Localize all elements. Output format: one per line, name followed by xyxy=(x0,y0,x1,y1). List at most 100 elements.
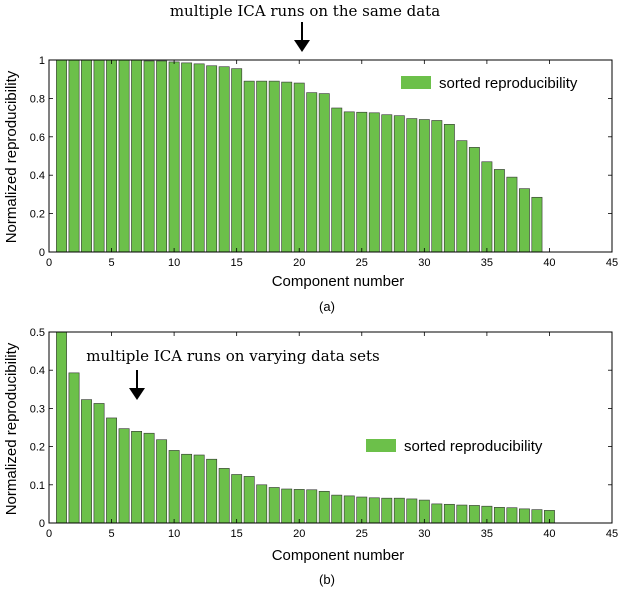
down-arrow-icon xyxy=(129,370,145,400)
chart-panel-b: 0 5 10 15 20 25 30 35 40 45 0 0.1 0.2 0.3 0.4 0.5 multi… xyxy=(3,327,618,587)
bar-b-26 xyxy=(368,497,380,524)
bar-b-15 xyxy=(231,474,243,524)
bar-b-16 xyxy=(243,476,255,524)
caption-b: (b) xyxy=(319,572,335,587)
bar-b-4 xyxy=(93,403,105,524)
bar-a-4 xyxy=(93,59,105,253)
x-tick-label-b-35: 35 xyxy=(481,528,493,540)
annotation-a: multiple ICA runs on the same data xyxy=(170,2,440,20)
annotation-b: multiple ICA runs on varying data sets xyxy=(86,347,379,365)
x-tick-label-b-5: 5 xyxy=(108,528,114,540)
bar-b-22 xyxy=(318,490,330,524)
x-tick-label-b-45: 45 xyxy=(606,528,618,540)
bar-b-33 xyxy=(456,504,468,524)
bar-a-26 xyxy=(368,112,380,253)
legend-label-b: sorted reproducibility xyxy=(404,438,543,455)
plot-frame-a xyxy=(48,59,613,253)
bar-b-28 xyxy=(393,497,405,524)
x-tick-label-b-40: 40 xyxy=(543,528,555,540)
x-tick-label-a-40: 40 xyxy=(543,257,555,269)
bar-b-21 xyxy=(306,489,318,524)
plot-frame-b xyxy=(48,331,613,524)
x-tick-label-a-35: 35 xyxy=(481,257,493,269)
legend-a: sorted reproducibility xyxy=(401,75,578,92)
ticks-b: 0 5 10 15 20 25 30 35 40 45 0 0.1 0.2 0.3 0.4 0.5 xyxy=(30,327,618,540)
bar-b-18 xyxy=(268,487,280,524)
y-tick-label-a-5: 1 xyxy=(39,55,45,67)
bar-b-27 xyxy=(381,497,393,524)
y-tick-label-b-5: 0.5 xyxy=(30,327,45,339)
y-tick-label-b-1: 0.1 xyxy=(30,480,45,492)
bar-a-18 xyxy=(268,80,280,253)
bar-a-22 xyxy=(318,93,330,253)
y-tick-label-a-3: 0.6 xyxy=(30,132,45,144)
y-tick-label-b-3: 0.3 xyxy=(30,403,45,415)
bar-b-3 xyxy=(81,399,92,524)
bar-b-31 xyxy=(431,503,443,524)
bar-a-13 xyxy=(206,65,218,253)
bar-a-38 xyxy=(518,188,530,253)
x-tick-label-a-0: 0 xyxy=(46,257,52,269)
bar-a-20 xyxy=(293,82,305,253)
bar-b-19 xyxy=(281,488,293,524)
bar-b-23 xyxy=(331,494,343,524)
bar-b-17 xyxy=(256,484,268,524)
bar-b-8 xyxy=(143,432,155,524)
bar-a-1 xyxy=(56,59,67,253)
bar-a-28 xyxy=(393,115,405,253)
bar-a-15 xyxy=(231,68,243,253)
x-tick-label-b-15: 15 xyxy=(231,528,243,540)
bar-a-36 xyxy=(493,169,505,253)
bar-b-12 xyxy=(193,454,205,524)
x-tick-label-a-20: 20 xyxy=(293,257,305,269)
y-tick-label-b-4: 0.4 xyxy=(30,365,45,377)
bar-a-24 xyxy=(343,111,355,253)
bar-a-8 xyxy=(143,60,155,253)
bar-a-33 xyxy=(456,140,468,253)
y-axis-label-b: Normalized reproducibility xyxy=(3,342,20,515)
x-tick-label-a-30: 30 xyxy=(418,257,430,269)
bar-b-13 xyxy=(206,458,218,524)
bar-b-20 xyxy=(293,489,305,524)
bar-a-11 xyxy=(181,62,193,253)
x-tick-label-b-30: 30 xyxy=(418,528,430,540)
y-tick-label-b-0: 0 xyxy=(39,518,45,530)
bar-a-14 xyxy=(218,66,230,253)
x-tick-label-b-20: 20 xyxy=(293,528,305,540)
bar-b-24 xyxy=(343,495,355,524)
bar-a-19 xyxy=(281,81,293,253)
bar-a-30 xyxy=(418,119,430,253)
bar-a-32 xyxy=(443,124,455,253)
bar-a-5 xyxy=(106,59,117,253)
bar-b-34 xyxy=(468,505,480,524)
y-axis-label-a: Normalized reproducibility xyxy=(3,70,20,243)
bar-a-7 xyxy=(131,59,143,253)
bar-b-37 xyxy=(506,507,518,524)
bar-a-31 xyxy=(431,120,443,253)
legend-b: sorted reproducibility xyxy=(366,438,543,455)
bar-a-3 xyxy=(81,59,92,253)
ticks-a: 0 5 10 15 20 25 30 35 40 45 0 0.2 0.4 0.6 0.8 1 xyxy=(30,55,618,269)
y-tick-label-a-0: 0 xyxy=(39,247,45,259)
bar-a-35 xyxy=(481,161,493,253)
x-tick-label-a-5: 5 xyxy=(108,257,114,269)
bar-b-32 xyxy=(443,503,455,524)
bar-a-39 xyxy=(531,196,543,253)
x-tick-label-a-10: 10 xyxy=(168,257,180,269)
legend-swatch-a xyxy=(401,76,431,89)
down-arrow-icon xyxy=(294,22,310,52)
bar-a-2 xyxy=(68,59,80,253)
legend-label-a: sorted reproducibility xyxy=(439,75,578,92)
y-tick-label-a-4: 0.8 xyxy=(30,93,45,105)
y-tick-label-b-2: 0.2 xyxy=(30,442,45,454)
x-tick-label-b-25: 25 xyxy=(356,528,368,540)
bar-b-10 xyxy=(168,450,180,524)
bar-b-14 xyxy=(218,468,230,524)
y-tick-label-a-1: 0.2 xyxy=(30,209,45,221)
bar-a-9 xyxy=(156,60,168,253)
bar-a-25 xyxy=(356,111,368,253)
chart-panel-a: multiple ICA runs on the same data 0 5 10 1… xyxy=(3,2,618,314)
bar-a-12 xyxy=(193,63,205,253)
caption-a: (a) xyxy=(319,299,335,314)
